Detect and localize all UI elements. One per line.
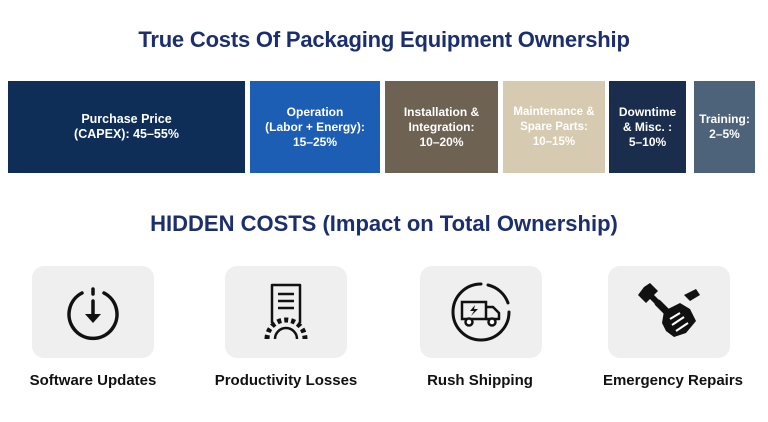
hidden-costs-heading: HIDDEN COSTS (Impact on Total Ownership) [150,211,618,236]
cost-breakdown-bar: Purchase Price (CAPEX): 45–55% Operation… [0,81,768,173]
segment-installation-label: Installation & Integration: 10–20% [403,104,480,149]
page-title: True Costs Of Packaging Equipment Owners… [138,27,630,52]
rush-shipping-label: Rush Shipping [427,372,533,389]
segment-maintenance-label: Maintenance & Spare Parts: 10–15% [513,105,595,148]
productivity-losses-tile [225,266,347,358]
emergency-repairs-tile [608,266,730,358]
productivity-losses-label: Productivity Losses [214,372,358,389]
segment-downtime: Downtime & Misc. : 5–10% [609,81,686,173]
segment-purchase-price-label: Purchase Price (CAPEX): 45–55% [74,112,179,141]
segment-training-label: Training: 2–5% [699,112,750,141]
delivery-truck-icon [451,282,511,342]
wrench-hand-icon [638,283,700,337]
document-gear-icon [264,283,308,340]
segment-installation: Installation & Integration: 10–20% [385,81,498,173]
segment-downtime-label: Downtime & Misc. : 5–10% [618,104,677,149]
segment-operation-label: Operation (Labor + Energy): 15–25% [265,104,365,149]
emergency-repairs-label: Emergency Repairs [602,372,744,389]
segment-operation: Operation (Labor + Energy): 15–25% [250,81,380,173]
download-circle-icon [67,287,119,341]
software-updates-tile [32,266,154,358]
segment-purchase-price: Purchase Price (CAPEX): 45–55% [8,81,245,173]
software-updates-label: Software Updates [29,372,157,389]
rush-shipping-tile [420,266,542,358]
segment-maintenance: Maintenance & Spare Parts: 10–15% [503,81,605,173]
segment-training: Training: 2–5% [694,81,755,173]
